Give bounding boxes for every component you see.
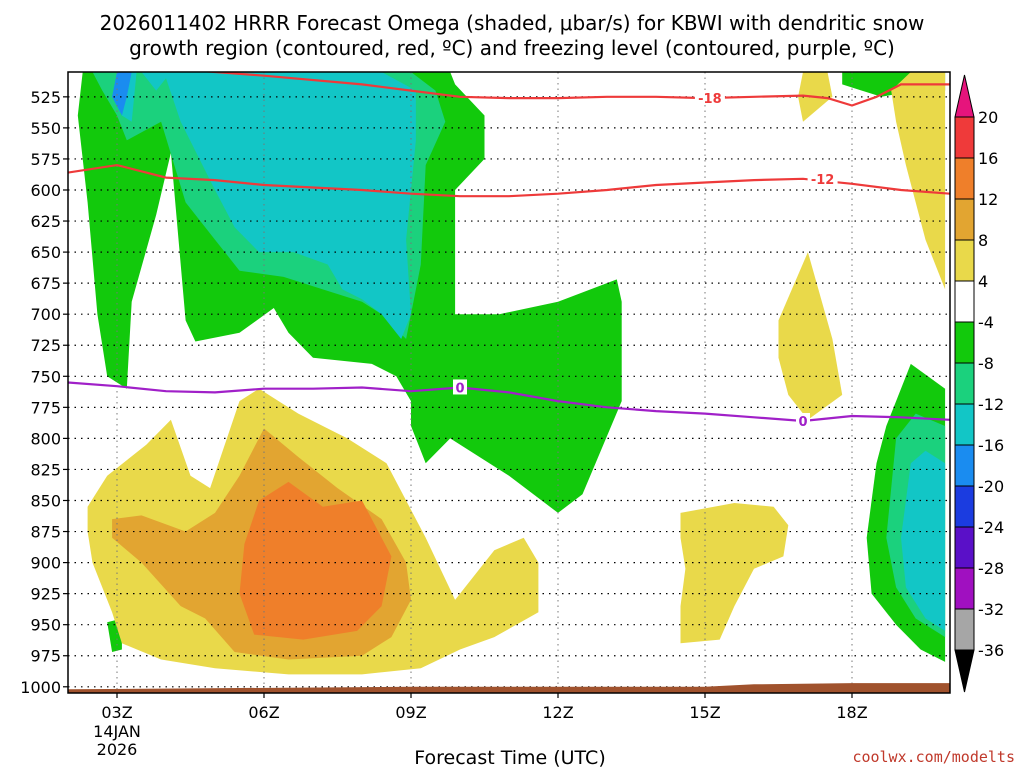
omega-region — [141, 72, 416, 339]
y-tick-label: 525 — [30, 88, 61, 107]
omega-region — [239, 481, 392, 640]
chart-title: 2026011402 HRRR Forecast Omega (shaded, … — [100, 11, 925, 60]
contour-label: -18 — [698, 92, 722, 107]
contour-label-bg — [453, 379, 467, 395]
site-credit: coolwx.com/modelts — [852, 748, 1015, 766]
omega-region — [891, 72, 946, 290]
y-tick-label: 600 — [30, 181, 61, 200]
y-tick-label: 775 — [30, 398, 61, 417]
omega-region — [901, 450, 946, 631]
temperature-contours: -18 -12 0 0 — [68, 72, 950, 430]
chart-title-line-2: growth region (contoured, red, ºC) and f… — [129, 36, 895, 60]
x-tick-label: 03Z — [101, 703, 132, 722]
colorbar-label: 20 — [978, 108, 998, 127]
colorbar-label: 12 — [978, 190, 998, 209]
colorbar-bin — [954, 157, 975, 200]
colorbar-bin — [954, 198, 975, 241]
contour-line — [68, 381, 950, 423]
contour-label: -12 — [811, 173, 835, 188]
omega-region — [112, 72, 132, 116]
y-tick-label: 900 — [30, 554, 61, 573]
y-tick-label: 650 — [30, 243, 61, 262]
colorbar-top-arrow — [954, 74, 975, 118]
colorbar-label: -28 — [978, 559, 1004, 578]
x-date-label: 14JAN — [93, 722, 141, 741]
y-tick-label: 800 — [30, 429, 61, 448]
y-tick-label: 550 — [30, 119, 61, 138]
plot-border — [67, 71, 951, 694]
omega-region — [778, 252, 843, 420]
colorbar-bin — [954, 567, 975, 610]
x-tick-label: 06Z — [248, 703, 279, 722]
colorbar-label: 16 — [978, 149, 998, 168]
y-tick-label: 1000 — [20, 678, 61, 697]
y-tick-label: 625 — [30, 212, 61, 231]
y-tick-label: 975 — [30, 647, 61, 666]
colorbar-label: -16 — [978, 436, 1004, 455]
y-tick-label: 675 — [30, 274, 61, 293]
y-tick-label: 725 — [30, 336, 61, 355]
y-tick-label: 825 — [30, 460, 61, 479]
contour-label: 0 — [455, 381, 464, 396]
colorbar-label: -8 — [978, 354, 994, 373]
colorbar-bin — [954, 485, 975, 528]
colorbar-bin — [954, 116, 975, 159]
ground-fill — [68, 683, 950, 693]
contour-line — [68, 163, 950, 198]
colorbar-bin — [954, 280, 975, 323]
colorbar-label: -36 — [978, 641, 1004, 660]
colorbar-bin — [954, 403, 975, 446]
contour-label-bg — [694, 90, 725, 106]
colorbar-bin — [954, 444, 975, 487]
y-tick-label: 925 — [30, 585, 61, 604]
grid-lines — [68, 72, 950, 693]
y-tick-label: 700 — [30, 305, 61, 324]
contour-label: 0 — [798, 415, 807, 430]
colorbar-bin — [954, 362, 975, 405]
colorbar-bin — [954, 526, 975, 569]
omega-region — [680, 503, 789, 644]
x-date-label: 2026 — [97, 740, 138, 759]
y-tick-label: 850 — [30, 491, 61, 510]
colorbar-bin — [954, 608, 975, 651]
contour-line — [200, 72, 950, 107]
y-tick-label: 875 — [30, 523, 61, 542]
x-tick-label: 12Z — [542, 703, 573, 722]
colorbar-bottom-arrow — [954, 649, 975, 693]
contour-label-bg — [807, 170, 838, 186]
colorbar-label: 4 — [978, 272, 988, 291]
ground-terrain — [68, 683, 950, 693]
colorbar-bin — [954, 321, 975, 364]
x-tick-label: 15Z — [689, 703, 720, 722]
colorbar-label: -12 — [978, 395, 1004, 414]
x-tick-label: 09Z — [395, 703, 426, 722]
chart-title-line-1: 2026011402 HRRR Forecast Omega (shaded, … — [100, 11, 925, 35]
plot-frame — [67, 71, 951, 694]
x-tick-label: 18Z — [836, 703, 867, 722]
colorbar-label: -32 — [978, 600, 1004, 619]
omega-shaded-regions — [77, 72, 946, 675]
y-axis-ticks: 525 550 575 600 625 650 675 700 725 750 775 800 825 8… — [20, 88, 68, 697]
y-tick-label: 950 — [30, 616, 61, 635]
y-tick-label: 575 — [30, 150, 61, 169]
colorbar-label: -4 — [978, 313, 994, 332]
colorbar-label: 8 — [978, 231, 988, 250]
colorbar-label: -24 — [978, 518, 1004, 537]
colorbar-label: -20 — [978, 477, 1004, 496]
contour-label-bg — [796, 413, 810, 429]
colorbar: 20 16 12 8 4 -4 -8 -12 -16 -20 -24 -28 -32 -36 — [954, 74, 1004, 693]
colorbar-bin — [954, 239, 975, 282]
x-axis-title: Forecast Time (UTC) — [414, 747, 605, 768]
y-tick-label: 750 — [30, 367, 61, 386]
